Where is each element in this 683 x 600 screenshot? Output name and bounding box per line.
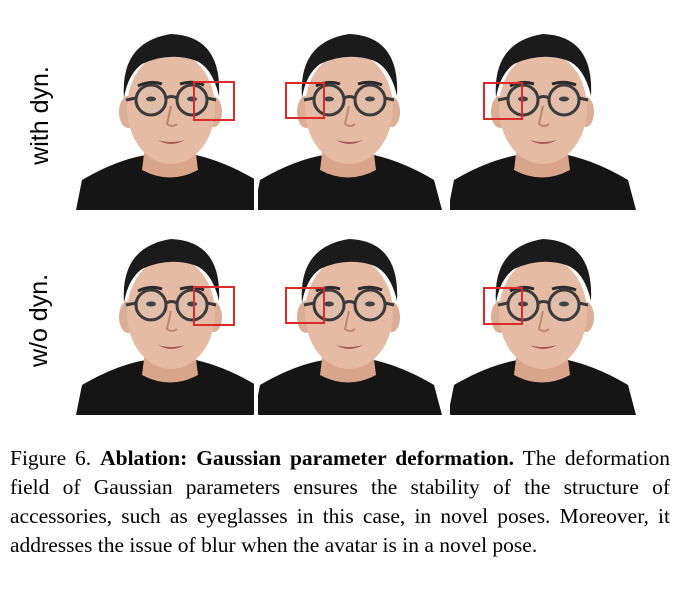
portrait-with-dyn-1 xyxy=(66,20,254,210)
portrait-with-dyn-2 xyxy=(258,20,446,210)
portrait-without-dyn-3 xyxy=(450,225,638,415)
figure-title: Ablation: Gaussian parameter deformation… xyxy=(100,446,515,470)
row-label-without-dyn-text: w/o dyn. xyxy=(25,273,54,367)
row-label-with-dyn-text: with dyn. xyxy=(25,65,54,165)
figure-number: Figure 6. xyxy=(10,446,92,470)
row-label-with-dyn: with dyn. xyxy=(18,20,62,210)
row-label-without-dyn: w/o dyn. xyxy=(18,225,62,415)
highlight-box xyxy=(193,81,235,121)
highlight-box xyxy=(483,287,523,325)
highlight-box xyxy=(285,287,325,324)
figure-caption-body: The deformation field of Gaussian parame… xyxy=(10,446,670,557)
highlight-box xyxy=(193,286,235,326)
portrait-without-dyn-1 xyxy=(66,225,254,415)
portrait-with-dyn-3 xyxy=(450,20,638,210)
portrait-without-dyn-2 xyxy=(258,225,446,415)
highlight-box xyxy=(483,82,523,120)
highlight-box xyxy=(285,82,325,119)
figure-caption: Figure 6. Ablation: Gaussian parameter d… xyxy=(10,444,670,560)
